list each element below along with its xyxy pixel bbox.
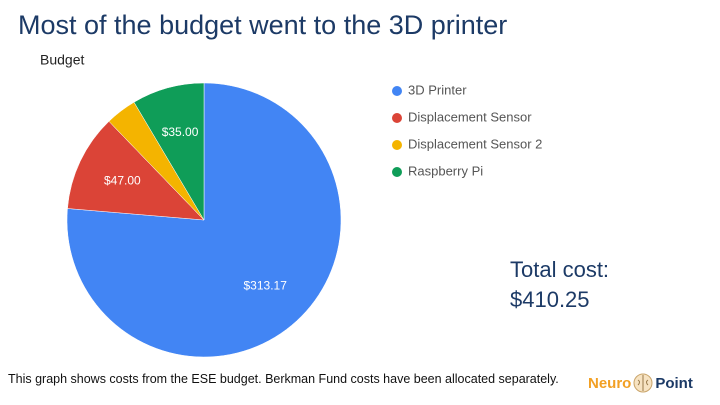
footnote: This graph shows costs from the ESE budg… [8, 372, 559, 386]
data-label: $313.17 [244, 279, 288, 293]
total-label: Total cost: [510, 257, 610, 282]
pie-slice [133, 82, 205, 221]
legend-marker [392, 167, 402, 177]
legend-marker [392, 140, 402, 150]
data-label: $35.00 [162, 125, 199, 139]
chart-title: Budget [40, 52, 84, 68]
logo: Neuro Point [588, 372, 693, 394]
pie-slice [66, 82, 342, 358]
legend-label: Raspberry Pi [408, 163, 483, 178]
legend-label: 3D Printer [408, 82, 467, 97]
legend-marker [392, 113, 402, 123]
slide-title: Most of the budget went to the 3D printe… [18, 10, 508, 40]
legend-label: Displacement Sensor 2 [408, 136, 542, 151]
pie-slice [67, 121, 205, 221]
legend-marker [392, 86, 402, 96]
logo-icon [633, 373, 653, 393]
data-label: $47.00 [104, 173, 141, 187]
total-value: $410.25 [510, 287, 590, 312]
logo-text: Point [655, 374, 693, 392]
legend-label: Displacement Sensor [408, 109, 532, 124]
logo-text: Neuro [588, 374, 632, 392]
